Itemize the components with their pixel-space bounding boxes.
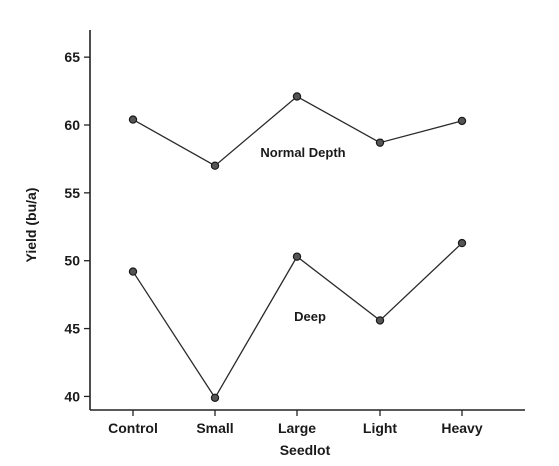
y-tick-label: 60 [64,117,80,133]
data-point [375,316,385,325]
x-ticks: Control Small Large Light Heavy [108,410,483,436]
x-tick-label: Light [363,420,398,436]
data-point [457,238,467,248]
y-axis-title: Yield (bu/a) [23,188,39,263]
series-layer: Normal Depth Deep [128,92,467,402]
y-tick-label: 65 [64,49,80,65]
data-point [457,116,467,126]
data-point [375,138,385,147]
series-label: Deep [294,309,326,324]
series-label: Normal Depth [260,145,345,160]
axes [89,30,525,411]
x-axis-title: Seedlot [280,442,331,458]
data-point [210,161,220,170]
y-tick-label: 40 [64,388,80,404]
x-tick-label: Large [278,420,316,436]
series-0: Normal Depth [128,92,467,170]
y-ticks: 40 45 50 55 60 65 [64,49,90,404]
x-tick-label: Heavy [441,420,482,436]
data-point [292,252,302,261]
data-point [128,115,138,124]
data-point [210,393,220,402]
y-tick-label: 45 [64,321,80,337]
y-tick-label: 55 [64,185,80,201]
data-point [128,267,138,276]
x-tick-label: Control [108,420,158,436]
data-point [292,92,302,101]
series-1: Deep [128,238,467,402]
y-tick-label: 50 [64,253,80,269]
x-tick-label: Small [196,420,233,436]
